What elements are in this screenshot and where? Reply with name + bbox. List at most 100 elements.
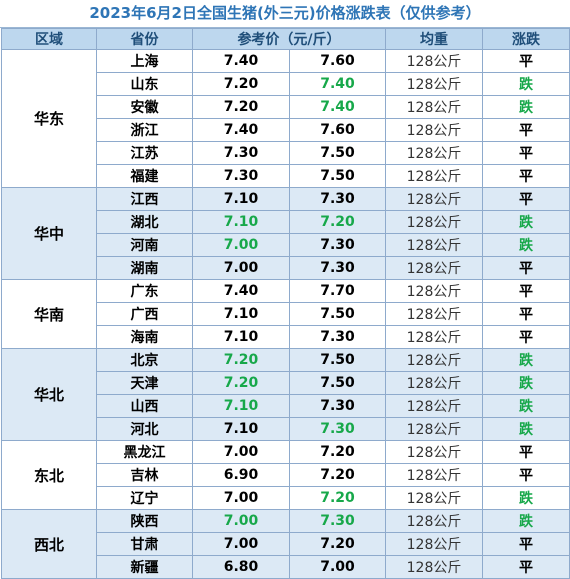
prev-price-cell: 7.10: [192, 210, 290, 234]
curr-price-cell: 7.30: [289, 233, 386, 257]
province-cell: 广东: [96, 279, 193, 303]
curr-price-cell: 7.30: [289, 509, 386, 533]
province-cell: 福建: [96, 164, 193, 188]
region-cell: 华北: [1, 348, 97, 441]
table-row: 吉林 6.90 7.20 128公斤平: [2, 463, 570, 487]
prev-price-cell: 7.00: [192, 233, 290, 257]
curr-price-cell: 7.60: [289, 118, 386, 142]
prev-price-cell: 7.00: [192, 440, 290, 464]
province-cell: 上海: [96, 49, 193, 73]
weight-cell: 128公斤: [385, 371, 483, 395]
province-cell: 黑龙江: [96, 440, 193, 464]
region-cell: 华东: [1, 49, 97, 188]
curr-price-cell: 7.70: [289, 279, 386, 303]
curr-price-cell: 7.20: [289, 463, 386, 487]
header-region: 区域: [1, 28, 97, 50]
table-row: 福建 7.30 7.50 128公斤平: [2, 164, 570, 188]
curr-price-cell: 7.30: [289, 256, 386, 280]
prev-price-cell: 7.10: [192, 187, 290, 211]
header-weight: 均重: [385, 28, 483, 50]
prev-price-cell: 7.00: [192, 486, 290, 510]
trend-cell: 平: [482, 256, 570, 280]
weight-cell: 128公斤: [385, 233, 483, 257]
table-row: 天津 7.20 7.50 128公斤跌: [2, 371, 570, 395]
province-cell: 湖北: [96, 210, 193, 234]
header-province: 省份: [96, 28, 193, 50]
province-cell: 辽宁: [96, 486, 193, 510]
province-cell: 天津: [96, 371, 193, 395]
trend-cell: 跌: [482, 95, 570, 119]
province-cell: 山东: [96, 72, 193, 96]
province-cell: 安徽: [96, 95, 193, 119]
trend-cell: 平: [482, 164, 570, 188]
header-row: 区域 省份 参考价（元/斤） 均重 涨跌: [1, 28, 570, 50]
curr-price-cell: 7.20: [289, 532, 386, 556]
trend-cell: 平: [482, 555, 570, 579]
prev-price-cell: 7.00: [192, 532, 290, 556]
prev-price-cell: 7.10: [192, 302, 290, 326]
table-row: 浙江 7.40 7.60 128公斤平: [2, 118, 570, 142]
weight-cell: 128公斤: [385, 49, 483, 73]
weight-cell: 128公斤: [385, 95, 483, 119]
table-row: 华东 上海 7.40 7.60 128公斤平: [1, 49, 570, 188]
curr-price-cell: 7.20: [289, 486, 386, 510]
prev-price-cell: 7.10: [192, 394, 290, 418]
trend-cell: 平: [482, 118, 570, 142]
trend-cell: 跌: [482, 509, 570, 533]
table-row: 湖南 7.00 7.30 128公斤平: [2, 256, 570, 280]
curr-price-cell: 7.30: [289, 187, 386, 211]
table-row: 西北 陕西 7.00 7.30 128公斤跌: [1, 509, 570, 579]
weight-cell: 128公斤: [385, 394, 483, 418]
curr-price-cell: 7.20: [289, 210, 386, 234]
curr-price-cell: 7.50: [289, 302, 386, 326]
trend-cell: 跌: [482, 210, 570, 234]
region-cell: 华中: [1, 187, 97, 280]
province-cell: 浙江: [96, 118, 193, 142]
weight-cell: 128公斤: [385, 141, 483, 165]
table-row: 广西 7.10 7.50 128公斤平: [2, 302, 570, 326]
trend-cell: 平: [482, 279, 570, 303]
price-table: 区域 省份 参考价（元/斤） 均重 涨跌 华东 上海 7.40 7.60 128公斤平山…: [1, 28, 570, 579]
province-cell: 陕西: [96, 509, 193, 533]
province-cell: 湖南: [96, 256, 193, 280]
curr-price-cell: 7.00: [289, 555, 386, 579]
prev-price-cell: 7.20: [192, 371, 290, 395]
table-row: 安徽 7.20 7.40 128公斤跌: [2, 95, 570, 119]
province-cell: 吉林: [96, 463, 193, 487]
prev-price-cell: 7.30: [192, 164, 290, 188]
weight-cell: 128公斤: [385, 555, 483, 579]
trend-cell: 平: [482, 49, 570, 73]
curr-price-cell: 7.20: [289, 440, 386, 464]
weight-cell: 128公斤: [385, 279, 483, 303]
weight-cell: 128公斤: [385, 463, 483, 487]
region-cell: 东北: [1, 440, 97, 510]
weight-cell: 128公斤: [385, 210, 483, 234]
trend-cell: 平: [482, 187, 570, 211]
prev-price-cell: 7.20: [192, 72, 290, 96]
prev-price-cell: 7.00: [192, 256, 290, 280]
province-cell: 江西: [96, 187, 193, 211]
prev-price-cell: 7.40: [192, 49, 290, 73]
province-cell: 河南: [96, 233, 193, 257]
trend-cell: 跌: [482, 371, 570, 395]
curr-price-cell: 7.30: [289, 325, 386, 349]
province-cell: 甘肃: [96, 532, 193, 556]
table-row: 华北 北京 7.20 7.50 128公斤跌: [1, 348, 570, 441]
weight-cell: 128公斤: [385, 302, 483, 326]
prev-price-cell: 7.30: [192, 141, 290, 165]
trend-cell: 跌: [482, 417, 570, 441]
trend-cell: 平: [482, 463, 570, 487]
province-cell: 海南: [96, 325, 193, 349]
weight-cell: 128公斤: [385, 348, 483, 372]
curr-price-cell: 7.50: [289, 348, 386, 372]
province-cell: 新疆: [96, 555, 193, 579]
prev-price-cell: 7.10: [192, 417, 290, 441]
table-row: 湖北 7.10 7.20 128公斤跌: [2, 210, 570, 234]
table-row: 河北 7.10 7.30 128公斤跌: [2, 417, 570, 441]
trend-cell: 跌: [482, 233, 570, 257]
curr-price-cell: 7.60: [289, 49, 386, 73]
curr-price-cell: 7.40: [289, 72, 386, 96]
table-row: 山西 7.10 7.30 128公斤跌: [2, 394, 570, 418]
trend-cell: 跌: [482, 394, 570, 418]
weight-cell: 128公斤: [385, 417, 483, 441]
